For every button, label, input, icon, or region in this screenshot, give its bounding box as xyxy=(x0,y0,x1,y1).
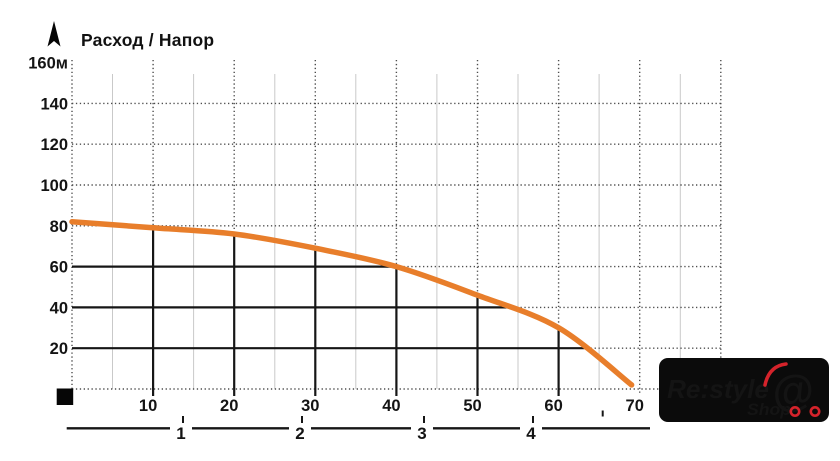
secondary-axis-label: 3 xyxy=(417,424,426,443)
y-axis-label: 20 xyxy=(50,340,68,358)
x-axis-label: 70 xyxy=(626,397,644,415)
flow-head-curve xyxy=(69,218,635,388)
x-axis-label: 30 xyxy=(301,397,319,415)
x-axis-label: 50 xyxy=(463,397,481,415)
chart-title: Расход / Напор xyxy=(81,30,215,50)
cart-handle-icon xyxy=(763,362,788,387)
y-axis-arrow-icon xyxy=(47,21,61,47)
logo-brand-text: Re:style xyxy=(667,374,769,404)
restyle-shop-logo: Re:style Shop @ xyxy=(659,358,829,422)
secondary-axis-label: 1 xyxy=(176,424,185,443)
secondary-axis-label: 2 xyxy=(295,424,304,443)
x-axis-label: 60 xyxy=(544,397,562,415)
x-axis-label: 20 xyxy=(220,397,238,415)
y-axis-label: 60 xyxy=(50,259,68,277)
cart-at-icon: @ xyxy=(763,362,821,418)
cart-wheel-icon xyxy=(809,405,821,417)
x-axis-label: 40 xyxy=(382,397,400,415)
y-axis-label: 80 xyxy=(50,218,68,236)
origin-square xyxy=(56,388,74,405)
cart-at-symbol: @ xyxy=(769,365,816,418)
y-axis-label: 120 xyxy=(40,136,68,154)
x-axis-label: 10 xyxy=(139,397,157,415)
restyle-shop-logo-graphic: Re:style Shop @ xyxy=(667,362,821,419)
y-axis-label: 140 xyxy=(40,95,68,113)
y-axis-label: 100 xyxy=(40,177,68,195)
cart-wheel-icon xyxy=(789,405,801,417)
y-axis-label: 160м xyxy=(28,55,68,73)
secondary-axis-label: 4 xyxy=(526,424,536,443)
y-axis-label: 40 xyxy=(50,299,68,317)
logo-sub-text: Shop xyxy=(747,400,791,419)
